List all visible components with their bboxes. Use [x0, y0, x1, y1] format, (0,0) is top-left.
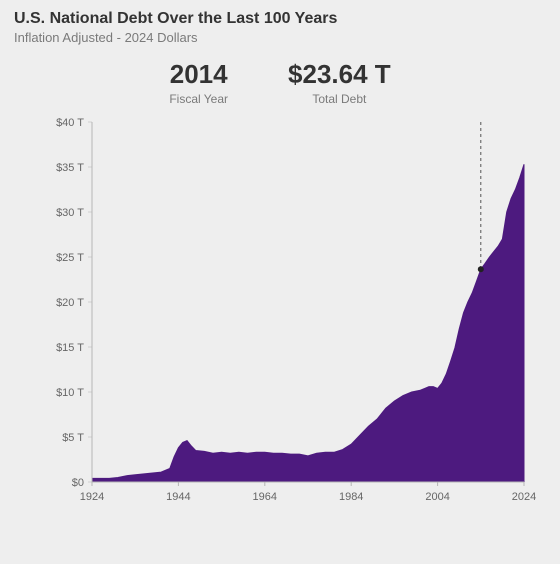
chart-subtitle: Inflation Adjusted - 2024 Dollars	[14, 30, 546, 45]
svg-text:$40 T: $40 T	[56, 117, 84, 129]
readout-row: 2014 Fiscal Year $23.64 T Total Debt	[14, 59, 546, 106]
svg-text:$10 T: $10 T	[56, 387, 84, 399]
chart-title: U.S. National Debt Over the Last 100 Yea…	[14, 10, 546, 28]
hover-dot	[478, 266, 484, 272]
svg-text:$30 T: $30 T	[56, 207, 84, 219]
svg-text:2004: 2004	[425, 491, 449, 503]
svg-text:$0: $0	[72, 477, 84, 489]
svg-text:1964: 1964	[253, 491, 277, 503]
svg-text:$35 T: $35 T	[56, 162, 84, 174]
readout-debt-value: $23.64 T	[288, 59, 391, 90]
readout-debt-label: Total Debt	[288, 92, 391, 106]
svg-text:1924: 1924	[80, 491, 104, 503]
svg-text:$25 T: $25 T	[56, 252, 84, 264]
readout-year: 2014 Fiscal Year	[169, 59, 228, 106]
svg-text:$20 T: $20 T	[56, 297, 84, 309]
svg-text:1944: 1944	[166, 491, 190, 503]
readout-year-value: 2014	[169, 59, 228, 90]
readout-debt: $23.64 T Total Debt	[288, 59, 391, 106]
svg-text:2024: 2024	[512, 491, 536, 503]
debt-area-chart[interactable]: $0 $5 T $10 T $15 T $20 T $25 T $30 T $35 T $40 …	[14, 112, 546, 512]
svg-text:$15 T: $15 T	[56, 342, 84, 354]
svg-text:$5 T: $5 T	[62, 432, 84, 444]
debt-area	[92, 164, 524, 482]
readout-year-label: Fiscal Year	[169, 92, 228, 106]
svg-text:1984: 1984	[339, 491, 363, 503]
